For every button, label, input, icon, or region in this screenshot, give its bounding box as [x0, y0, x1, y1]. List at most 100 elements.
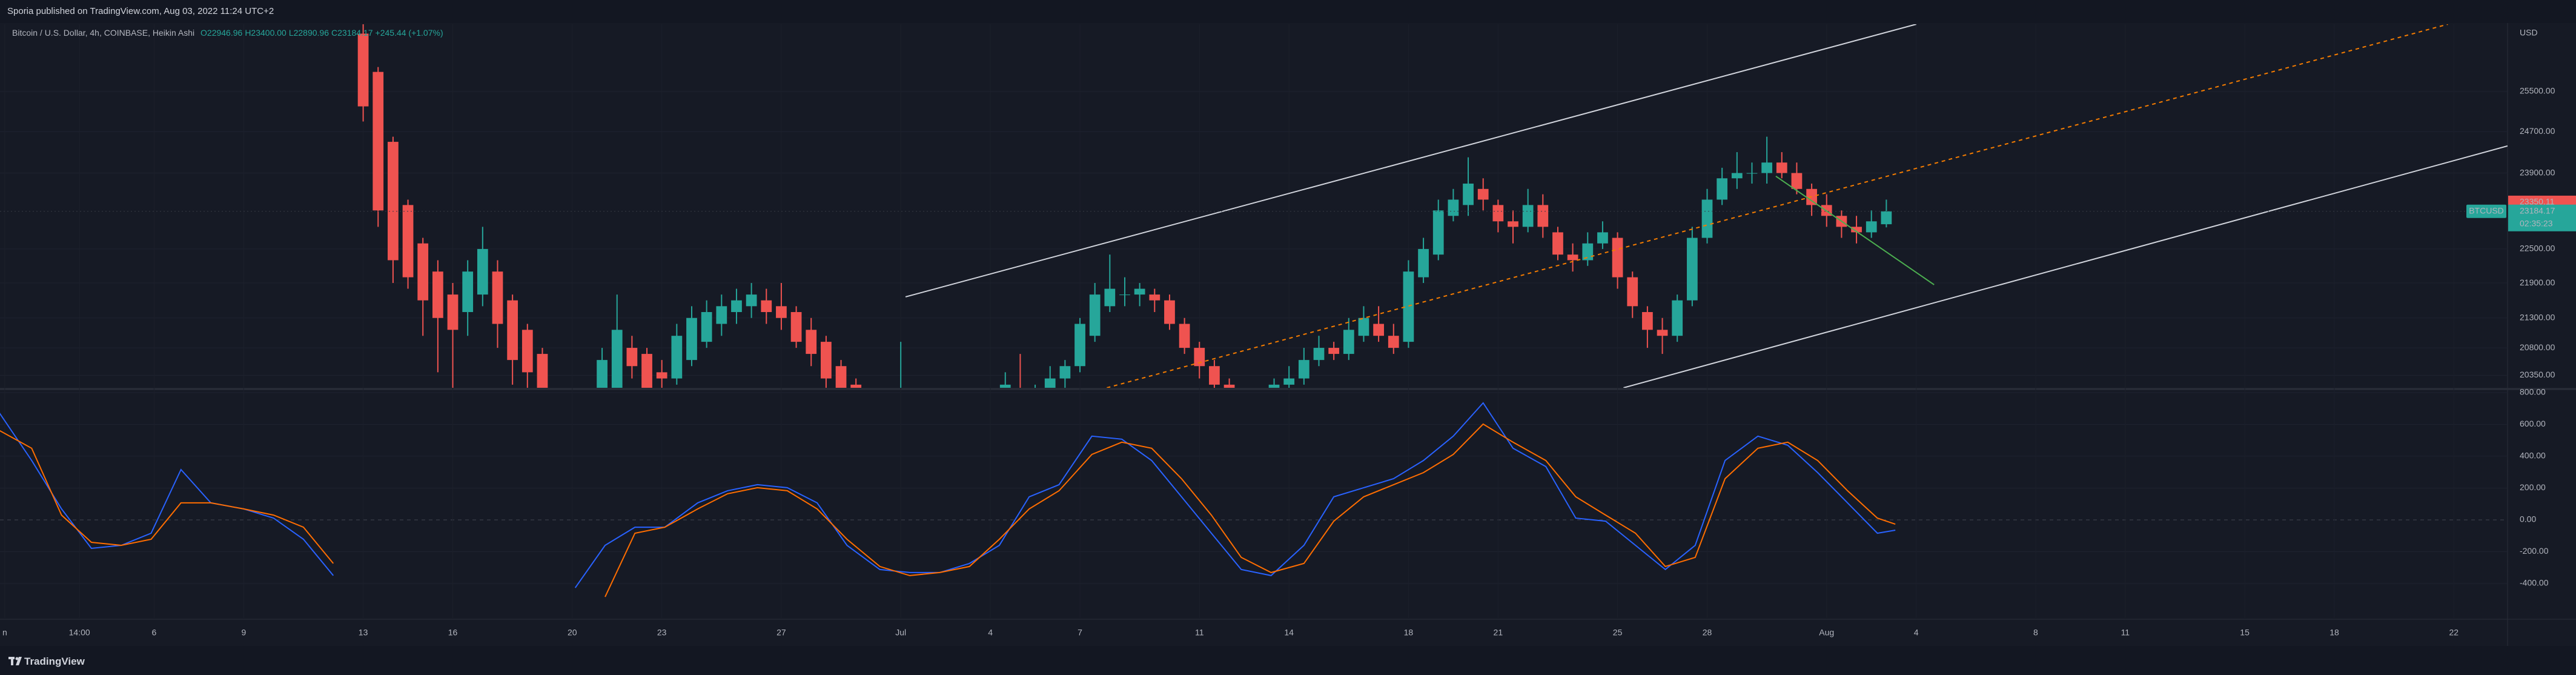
- legend-value: C23184.17: [331, 28, 373, 38]
- candle-body: [1791, 173, 1803, 189]
- candle-body: [821, 342, 832, 379]
- candle-body: [357, 33, 369, 107]
- y-tick-label: 21900.00: [2520, 278, 2555, 287]
- y-tick-label: -400.00: [2520, 578, 2549, 588]
- candle-body: [1373, 324, 1384, 336]
- candle-body: [1104, 288, 1116, 307]
- candle-body: [850, 384, 862, 388]
- candle-body: [1686, 238, 1698, 301]
- y-tick-label: 21300.00: [2520, 312, 2555, 322]
- candle-body: [507, 300, 518, 361]
- candle-body: [1074, 324, 1085, 367]
- candle-body: [746, 294, 757, 307]
- candle-body: [1851, 227, 1862, 233]
- candle-body: [701, 312, 712, 342]
- x-tick-label: 11: [1195, 628, 1204, 637]
- candle-body: [597, 360, 608, 388]
- candle-body: [1761, 162, 1773, 173]
- candle-body: [388, 142, 399, 261]
- x-tick-label: 18: [1404, 628, 1414, 637]
- price-label-box: [2508, 204, 2576, 231]
- candle-body: [1149, 294, 1161, 301]
- symbol-legend: Bitcoin / U.S. Dollar, 4h, COINBASE, Hei…: [12, 28, 446, 38]
- y-tick-label: 20350.00: [2520, 370, 2555, 379]
- x-tick-label: 15: [2240, 628, 2250, 637]
- legend-value: O22946.96: [200, 28, 243, 38]
- x-tick-label: 20: [568, 628, 577, 637]
- candle-body: [910, 436, 921, 455]
- brand: TradingView: [24, 656, 85, 667]
- x-tick-label: Aug: [1819, 628, 1834, 637]
- candle-body: [1358, 318, 1369, 336]
- candle-body: [1209, 366, 1220, 385]
- candle-body: [1552, 232, 1563, 255]
- candle-body: [925, 448, 936, 449]
- candle-body: [1597, 232, 1608, 244]
- x-tick-label: 23: [657, 628, 667, 637]
- candle-body: [776, 306, 787, 318]
- candle-body: [521, 330, 533, 373]
- candle-body: [1179, 324, 1190, 348]
- candle-body: [761, 300, 772, 313]
- candle-body: [1657, 330, 1668, 336]
- candle-body: [462, 271, 474, 313]
- trend-line: [1623, 145, 2508, 388]
- candle-body: [1089, 294, 1101, 336]
- candle-body: [1567, 254, 1578, 261]
- x-tick-label: n: [2, 628, 7, 637]
- candle-body: [1164, 300, 1175, 324]
- candle-body: [1463, 184, 1474, 205]
- candle-body: [1522, 205, 1534, 227]
- symbol-title: Bitcoin / U.S. Dollar, 4h, COINBASE, Hei…: [12, 28, 195, 38]
- indicator-line: [0, 423, 1896, 597]
- candle-body: [866, 397, 876, 442]
- candle-body: [1059, 366, 1071, 379]
- candle-body: [1672, 300, 1683, 336]
- y-tick-label: 800.00: [2520, 387, 2546, 397]
- x-tick-label: 9: [241, 628, 246, 637]
- x-tick-label: 16: [448, 628, 458, 637]
- candle-body: [1492, 205, 1504, 222]
- indicator-line: [0, 402, 1896, 588]
- candle-body: [1477, 188, 1489, 200]
- y-tick-label: 0.00: [2520, 514, 2536, 524]
- candle-body: [537, 354, 548, 388]
- candle-body: [1268, 384, 1280, 388]
- trend-line: [1775, 175, 1935, 285]
- candle-body: [955, 436, 966, 442]
- candle-body: [1717, 178, 1728, 200]
- candle-body: [1432, 210, 1444, 255]
- candle-body: [447, 294, 459, 330]
- trend-line: [1107, 24, 2448, 388]
- candle-body: [626, 348, 638, 367]
- x-tick-label: 6: [152, 628, 157, 637]
- candle-body: [417, 243, 429, 301]
- y-tick-label: 24700.00: [2520, 126, 2555, 136]
- candle-body: [1313, 348, 1325, 361]
- price-label: 23184.17: [2520, 205, 2555, 215]
- x-tick-label: 13: [359, 628, 368, 637]
- x-tick-label: 22: [2449, 628, 2458, 637]
- x-tick-label: 25: [1613, 628, 1623, 637]
- x-tick-label: Jul: [895, 628, 906, 637]
- tradingview-logo: [8, 657, 22, 665]
- candle-body: [1239, 410, 1250, 422]
- countdown-label: 02:35:23: [2520, 218, 2553, 228]
- candle-body: [372, 71, 384, 211]
- candle-body: [686, 318, 697, 361]
- legend-value: L22890.96: [288, 28, 329, 38]
- candle-body: [806, 330, 817, 354]
- symbol-box: [2466, 204, 2506, 218]
- candle-body: [1776, 162, 1787, 173]
- x-tick-label: 21: [1494, 628, 1503, 637]
- candle-body: [1134, 288, 1145, 295]
- legend-value: H23400.00: [245, 28, 286, 38]
- candle-body: [1612, 238, 1623, 278]
- candle-body: [999, 384, 1011, 388]
- candle-body: [432, 271, 443, 318]
- candle-body: [552, 410, 563, 495]
- candle-body: [1298, 360, 1310, 379]
- x-tick-label: 8: [2033, 628, 2038, 637]
